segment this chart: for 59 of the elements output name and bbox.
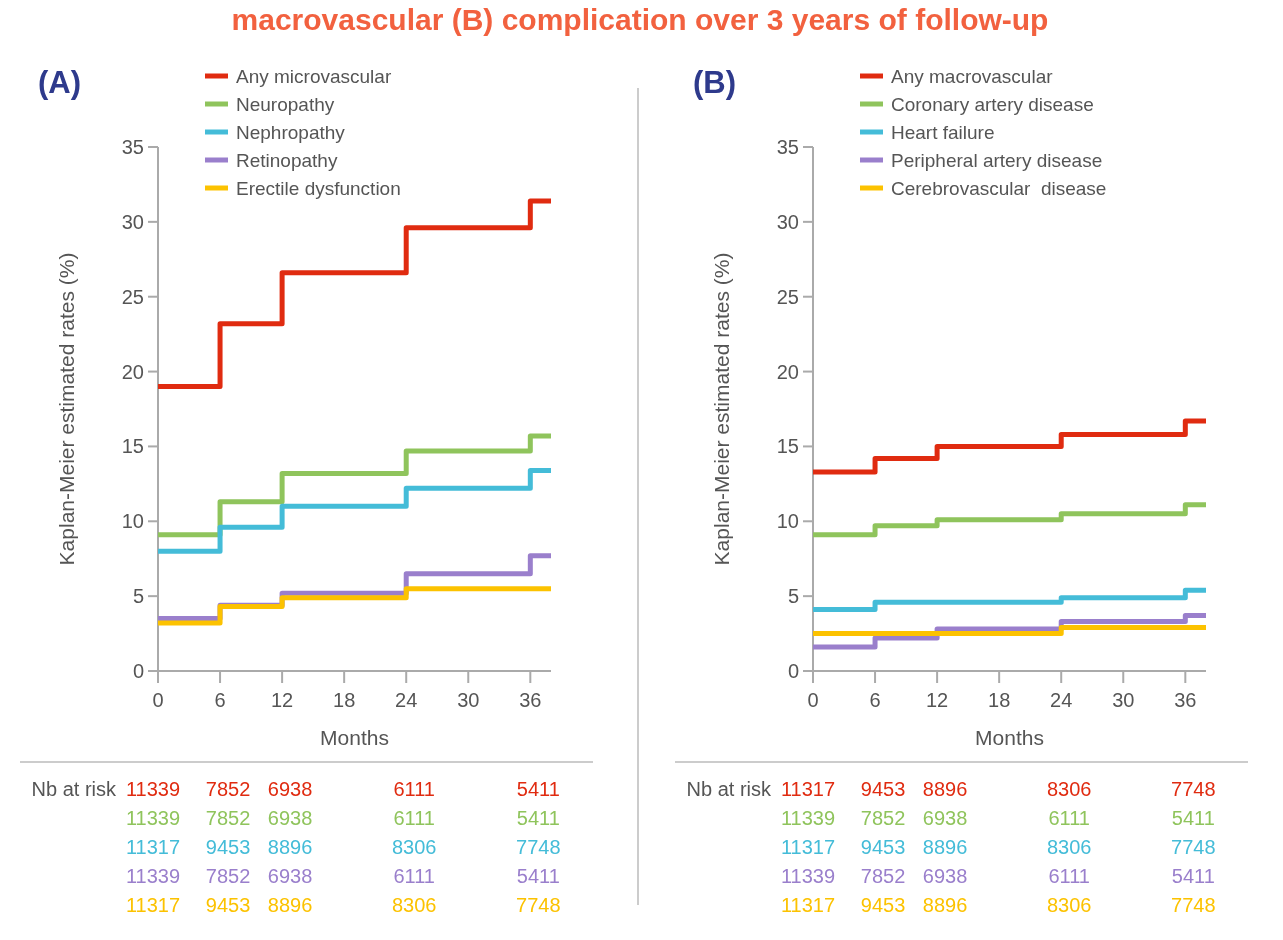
legend-label: Any macrovascular (891, 66, 1054, 87)
x-tick-label: 24 (1050, 689, 1073, 711)
legend-label: Cerebrovascular disease (891, 178, 1107, 199)
y-tick-label: 20 (776, 360, 799, 383)
y-tick-label: 5 (787, 585, 799, 608)
x-tick-label: 18 (333, 689, 356, 711)
x-tick-label: 24 (395, 689, 418, 711)
y-tick-label: 35 (121, 136, 144, 158)
text: Nb at risk (686, 778, 772, 800)
text: 11317 9453 8896 8306 7748 (780, 836, 1216, 858)
y-tick-label: 5 (132, 585, 144, 608)
chart-subtitle: (A) (38, 65, 82, 100)
text: 11339 7852 6938 6111 5411 (125, 807, 560, 829)
text: macrovascular (B) complication over 3 years of follow-up (231, 3, 1049, 36)
y-tick-label: 10 (776, 510, 799, 533)
x-tick-label: 30 (457, 689, 480, 711)
chart-subtitle: (B) (693, 65, 737, 100)
y-tick-label: 25 (776, 285, 799, 308)
text: 11317 9453 8896 8306 7748 (125, 836, 561, 858)
text: 11339 7852 6938 6111 5411 (125, 865, 560, 887)
y-axis-title: Kaplan-Meier estimated rates (%) (55, 252, 78, 566)
y-tick-label: 20 (121, 360, 144, 383)
x-axis-title: Months (320, 726, 389, 749)
y-tick-label: 15 (121, 435, 144, 458)
x-tick-label: 0 (807, 689, 819, 711)
x-tick-label: 6 (869, 689, 881, 711)
text: 11317 9453 8896 8306 7748 (780, 894, 1216, 916)
legend-label: Peripheral artery disease (891, 150, 1103, 171)
text: 11339 7852 6938 6111 5411 (780, 807, 1215, 829)
x-tick-label: 30 (1112, 689, 1135, 711)
x-tick-label: 6 (214, 689, 226, 711)
y-tick-label: 0 (132, 660, 144, 682)
legend-label: Any microvascular (236, 66, 392, 87)
y-axis-title: Kaplan-Meier estimated rates (%) (710, 252, 733, 566)
text: 11317 9453 8896 8306 7748 (125, 894, 561, 916)
y-tick-label: 0 (787, 660, 799, 682)
legend-label: Erectile dysfunction (236, 178, 401, 199)
text: 11339 7852 6938 6111 5411 (780, 865, 1215, 887)
y-tick-label: 30 (121, 210, 144, 233)
legend-label: Neuropathy (236, 94, 335, 115)
x-tick-label: 0 (152, 689, 164, 711)
y-tick-label: 30 (776, 210, 799, 233)
y-tick-label: 15 (776, 435, 799, 458)
y-tick-label: 10 (121, 510, 144, 533)
legend-label: Heart failure (891, 122, 995, 143)
legend-label: Nephropathy (236, 122, 346, 143)
legend-label: Coronary artery disease (891, 94, 1094, 115)
legend-label: Retinopathy (236, 150, 338, 171)
text: 11317 9453 8896 8306 7748 (780, 778, 1216, 800)
text: Nb at risk (31, 778, 117, 800)
x-tick-label: 12 (925, 689, 949, 711)
x-tick-label: 36 (519, 689, 542, 711)
x-tick-label: 36 (1174, 689, 1197, 711)
y-tick-label: 25 (121, 285, 144, 308)
y-tick-label: 35 (776, 136, 799, 158)
text: 11339 7852 6938 6111 5411 (125, 778, 560, 800)
x-tick-label: 18 (988, 689, 1011, 711)
x-axis-title: Months (975, 726, 1044, 749)
x-tick-label: 12 (270, 689, 294, 711)
